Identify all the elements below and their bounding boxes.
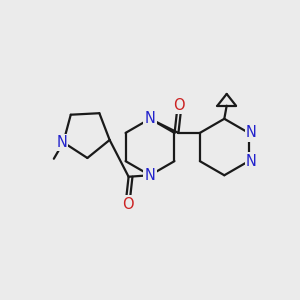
Text: N: N (145, 168, 155, 183)
Text: O: O (173, 98, 185, 113)
Text: N: N (145, 111, 155, 126)
Text: O: O (122, 196, 134, 211)
Text: N: N (246, 154, 256, 169)
Text: N: N (246, 125, 256, 140)
Text: N: N (56, 135, 67, 150)
